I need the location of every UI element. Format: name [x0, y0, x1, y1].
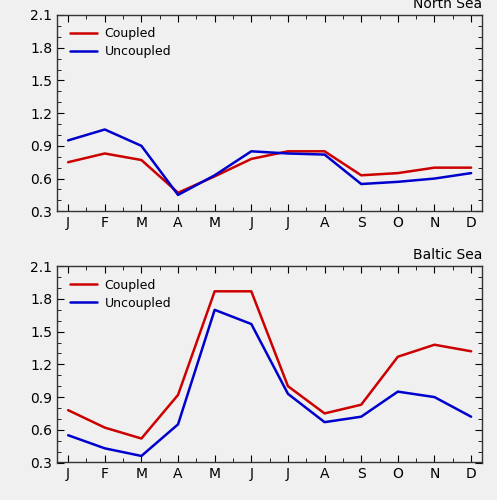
- Text: Baltic Sea: Baltic Sea: [413, 248, 482, 262]
- Coupled: [139, 157, 145, 163]
- Coupled: [431, 342, 437, 347]
- Coupled: [65, 407, 71, 413]
- Coupled: [322, 148, 328, 154]
- Coupled: [212, 288, 218, 294]
- Uncoupled: [468, 170, 474, 176]
- Uncoupled: [322, 152, 328, 158]
- Uncoupled: [431, 176, 437, 182]
- Coupled: [285, 148, 291, 154]
- Coupled: [212, 174, 218, 180]
- Uncoupled: [248, 321, 254, 327]
- Uncoupled: [431, 394, 437, 400]
- Uncoupled: [322, 419, 328, 425]
- Uncoupled: [65, 138, 71, 143]
- Coupled: [395, 354, 401, 360]
- Coupled: [285, 383, 291, 389]
- Uncoupled: [468, 414, 474, 420]
- Coupled: [102, 150, 108, 156]
- Uncoupled: [212, 172, 218, 178]
- Line: Coupled: Coupled: [68, 152, 471, 192]
- Uncoupled: [358, 414, 364, 420]
- Coupled: [395, 170, 401, 176]
- Coupled: [248, 288, 254, 294]
- Uncoupled: [358, 181, 364, 187]
- Uncoupled: [139, 453, 145, 459]
- Uncoupled: [102, 126, 108, 132]
- Coupled: [468, 348, 474, 354]
- Coupled: [358, 402, 364, 407]
- Coupled: [175, 190, 181, 196]
- Coupled: [248, 156, 254, 162]
- Uncoupled: [285, 391, 291, 397]
- Coupled: [102, 424, 108, 430]
- Line: Uncoupled: Uncoupled: [68, 130, 471, 195]
- Uncoupled: [175, 422, 181, 428]
- Uncoupled: [285, 150, 291, 156]
- Uncoupled: [212, 307, 218, 313]
- Text: North Sea: North Sea: [413, 0, 482, 11]
- Legend: Coupled, Uncoupled: Coupled, Uncoupled: [65, 274, 176, 314]
- Coupled: [175, 392, 181, 398]
- Coupled: [322, 410, 328, 416]
- Uncoupled: [139, 143, 145, 149]
- Line: Coupled: Coupled: [68, 292, 471, 438]
- Uncoupled: [102, 446, 108, 452]
- Uncoupled: [175, 192, 181, 198]
- Coupled: [139, 436, 145, 442]
- Legend: Coupled, Uncoupled: Coupled, Uncoupled: [65, 22, 176, 64]
- Line: Uncoupled: Uncoupled: [68, 310, 471, 456]
- Uncoupled: [395, 388, 401, 394]
- Coupled: [468, 164, 474, 170]
- Uncoupled: [248, 148, 254, 154]
- Uncoupled: [65, 432, 71, 438]
- Coupled: [431, 164, 437, 170]
- Uncoupled: [395, 179, 401, 185]
- Coupled: [65, 159, 71, 165]
- Coupled: [358, 172, 364, 178]
